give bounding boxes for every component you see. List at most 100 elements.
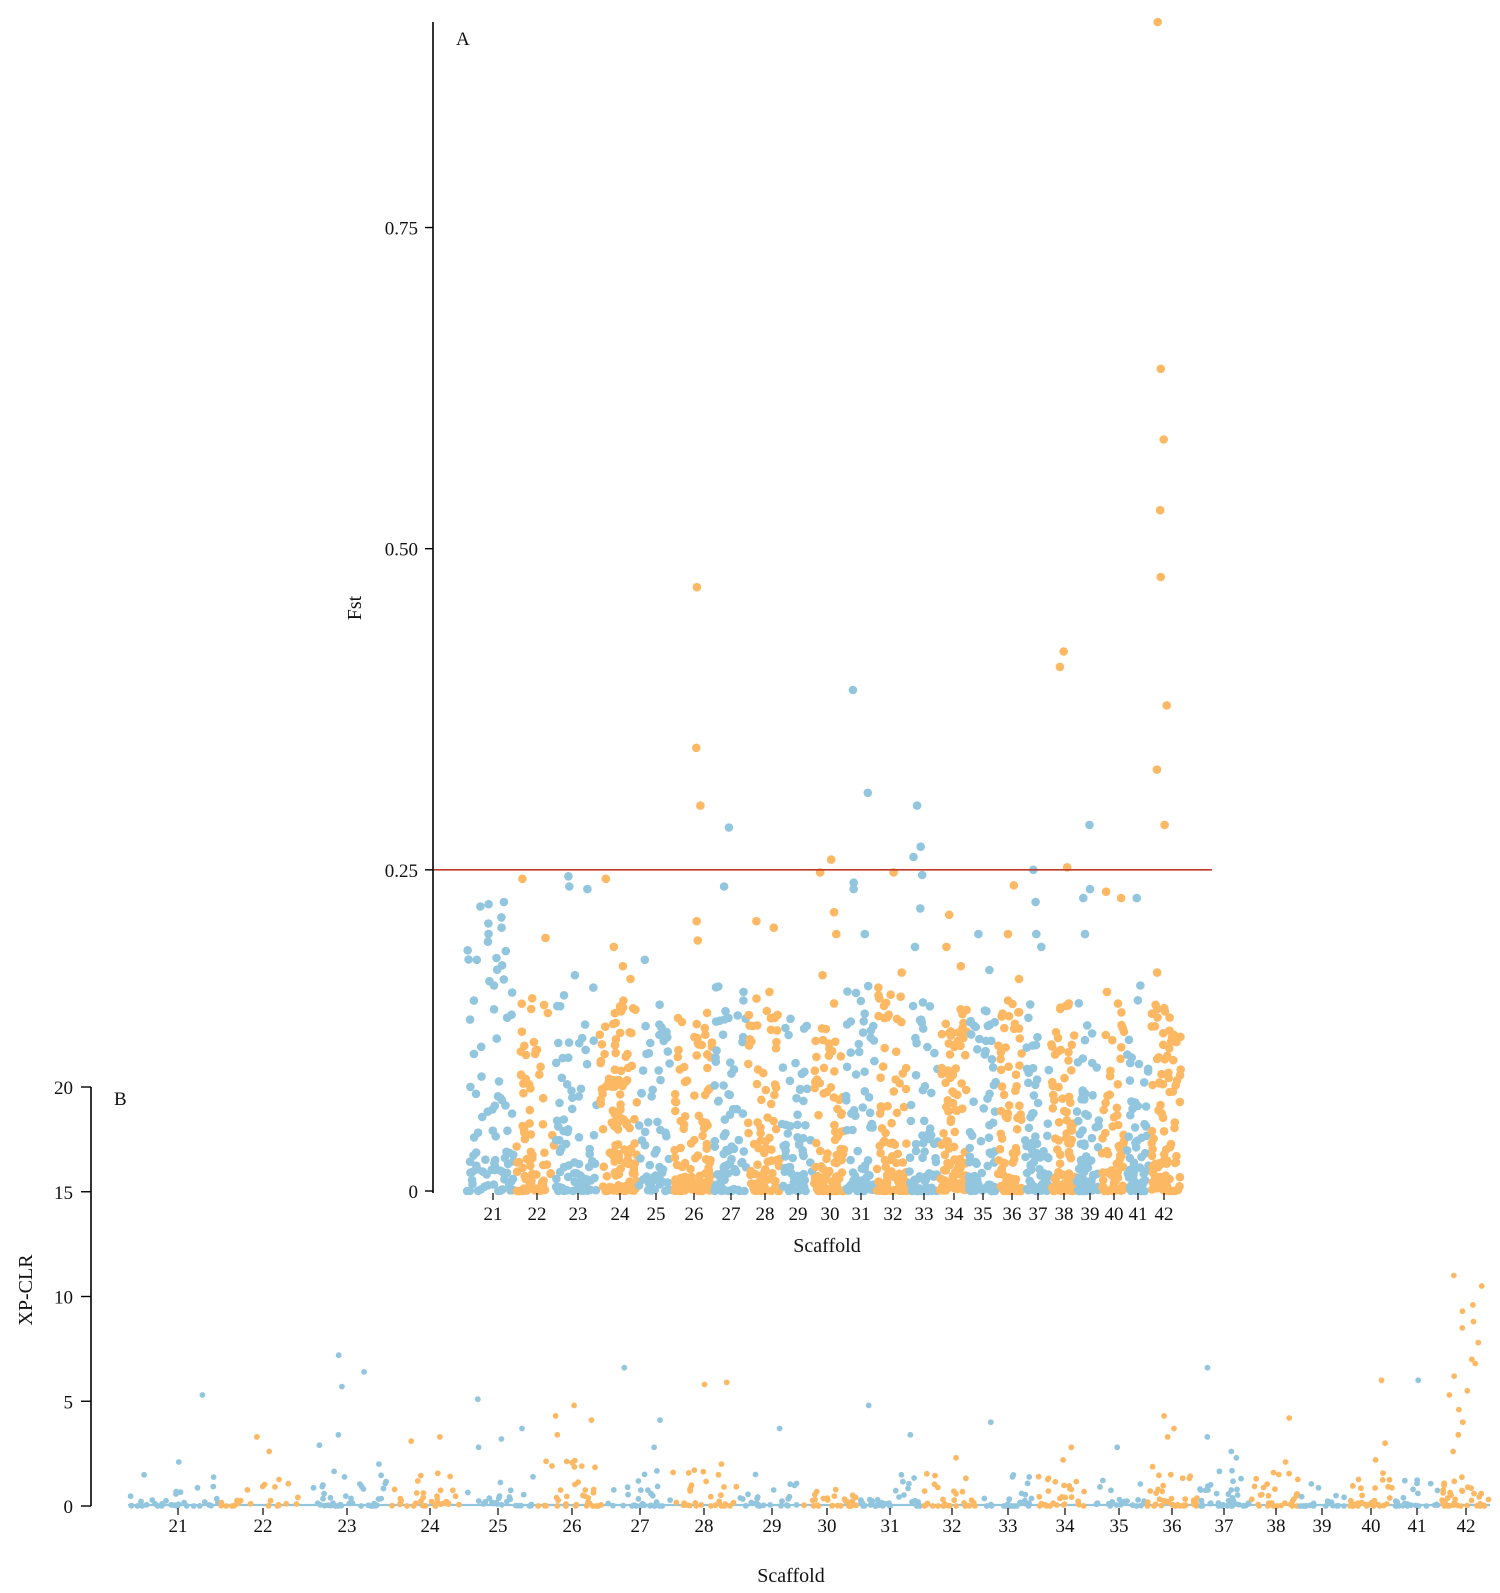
- data-point: [422, 1503, 429, 1509]
- outlier-point: [693, 936, 702, 945]
- data-point: [798, 1150, 808, 1159]
- outlier-point: [701, 1381, 708, 1388]
- data-point: [398, 1497, 404, 1504]
- data-point: [906, 1480, 912, 1487]
- data-point: [815, 1503, 822, 1509]
- data-point: [141, 1471, 148, 1478]
- data-point: [1010, 1019, 1020, 1029]
- data-point: [540, 1148, 549, 1157]
- outlier-point: [1233, 1454, 1240, 1461]
- data-point: [143, 1501, 150, 1508]
- data-point: [605, 1185, 615, 1195]
- data-point: [1349, 1483, 1356, 1489]
- data-point: [601, 1082, 611, 1091]
- data-point: [708, 1503, 714, 1509]
- data-point: [762, 1006, 772, 1016]
- outlier-point: [1282, 1459, 1289, 1465]
- data-point: [572, 1503, 579, 1509]
- data-point: [950, 1105, 960, 1114]
- data-point: [285, 1480, 292, 1487]
- data-point: [1256, 1503, 1262, 1509]
- data-point: [611, 1111, 621, 1120]
- data-point: [793, 1120, 802, 1130]
- data-point: [898, 1069, 908, 1078]
- data-point: [1213, 1490, 1220, 1497]
- data-point: [201, 1499, 208, 1505]
- data-point: [940, 1150, 950, 1160]
- outlier-point: [571, 1402, 577, 1409]
- data-point: [981, 1046, 990, 1056]
- outlier-point: [564, 872, 573, 881]
- data-point: [158, 1503, 165, 1509]
- x-tick-label: 26: [685, 1204, 704, 1225]
- data-point: [1045, 1488, 1052, 1494]
- data-point: [1415, 1490, 1421, 1497]
- data-point: [1062, 1494, 1069, 1501]
- data-point: [637, 1487, 644, 1493]
- data-point: [1000, 1503, 1007, 1509]
- data-point: [570, 1177, 579, 1187]
- outlier-point: [1456, 1406, 1462, 1413]
- data-point: [1011, 1175, 1021, 1184]
- data-point: [1012, 1124, 1022, 1134]
- data-point: [788, 1153, 797, 1163]
- data-point: [507, 1487, 514, 1494]
- data-point: [777, 1119, 787, 1129]
- data-point: [988, 1063, 998, 1072]
- data-point: [956, 1041, 965, 1051]
- data-point: [1171, 1081, 1180, 1090]
- data-point: [196, 1503, 203, 1509]
- outlier-point: [1378, 1377, 1385, 1384]
- data-point: [846, 1048, 856, 1057]
- y-tick-label: 20: [54, 1078, 73, 1099]
- x-tick-label: 27: [631, 1516, 650, 1537]
- data-point: [1053, 1502, 1060, 1508]
- data-point: [1413, 1502, 1419, 1509]
- data-point: [634, 1121, 644, 1130]
- data-point: [793, 1133, 802, 1142]
- data-point: [1372, 1485, 1378, 1491]
- outlier-point: [1155, 505, 1165, 515]
- data-point: [1008, 1503, 1015, 1509]
- data-point: [1025, 1000, 1035, 1009]
- outlier-point: [1060, 1457, 1066, 1463]
- data-point: [1380, 1470, 1386, 1476]
- data-point: [670, 1153, 680, 1162]
- data-point: [1080, 1503, 1087, 1509]
- outlier-point: [1037, 942, 1046, 952]
- data-point: [586, 1185, 595, 1195]
- data-point: [752, 1079, 762, 1089]
- outlier-point: [657, 1417, 663, 1423]
- outlier-point: [1228, 1448, 1235, 1455]
- data-point: [961, 1085, 971, 1095]
- outlier-point: [696, 801, 705, 810]
- data-point: [868, 1123, 877, 1132]
- outlier-point: [1372, 1457, 1379, 1463]
- data-point: [571, 1464, 578, 1470]
- data-point: [793, 1502, 800, 1508]
- data-point: [463, 946, 473, 955]
- panel-a-points: [462, 17, 1185, 1196]
- outlier-point: [640, 955, 650, 965]
- data-point: [945, 1050, 955, 1059]
- data-point: [943, 1069, 952, 1078]
- data-point: [611, 1140, 620, 1150]
- data-point: [879, 1001, 889, 1011]
- data-point: [1375, 1501, 1382, 1508]
- data-point: [1187, 1473, 1194, 1480]
- data-point: [476, 902, 485, 911]
- data-point: [1081, 1488, 1087, 1495]
- data-point: [811, 1036, 820, 1046]
- data-point: [321, 1502, 328, 1509]
- outlier-point: [175, 1459, 182, 1465]
- data-point: [1333, 1503, 1340, 1509]
- outlier-point: [832, 929, 841, 939]
- data-point: [710, 1081, 719, 1090]
- data-point: [437, 1487, 444, 1494]
- data-point: [891, 1047, 901, 1056]
- outlier-point: [1136, 981, 1145, 990]
- data-point: [1026, 1474, 1033, 1480]
- data-point: [517, 1027, 527, 1036]
- data-point: [1004, 1101, 1014, 1110]
- data-point: [1156, 1496, 1163, 1503]
